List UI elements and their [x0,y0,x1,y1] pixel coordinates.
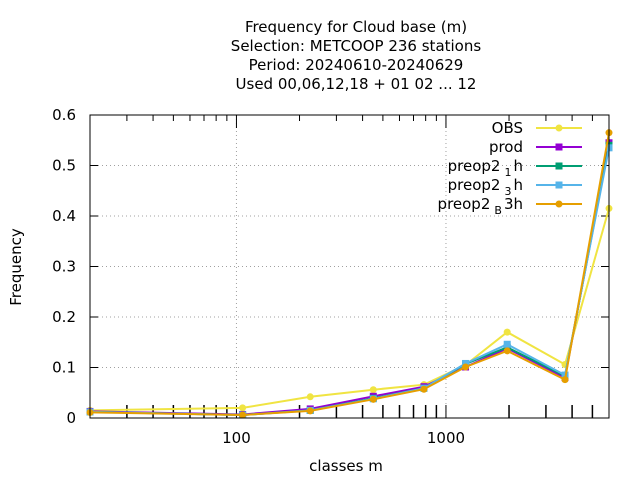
x-axis-label: classes m [309,457,383,475]
legend-suffix: h [513,157,523,175]
legend-marker [555,143,563,151]
data-point [306,407,314,415]
data-point [503,347,511,355]
series-line [89,208,610,412]
y-tick-label: 0 [66,409,76,427]
y-axis-label: Frequency [7,228,25,306]
data-point [239,404,247,412]
series [86,129,613,419]
data-point [369,395,377,403]
chart-title: Frequency for Cloud base (m)Selection: M… [231,18,482,93]
title-line-2: Selection: METCOOP 236 stations [231,37,482,55]
title-line-1: Frequency for Cloud base (m) [245,18,467,36]
y-tick-label: 0.4 [52,207,76,225]
legend-label: preop2 3 h [448,176,523,198]
data-point [561,376,569,384]
legend-marker [555,162,563,170]
series-0 [86,204,613,414]
legend-label: prod [489,138,523,156]
ticks: 0 0.1 0.2 0.3 0.4 0.5 0.6 100 1000 [52,106,609,447]
series-2 [86,141,613,419]
series-4 [86,129,613,419]
title-line-4: Used 00,06,12,18 + 01 02 ... 12 [236,75,477,93]
legend-name: OBS [492,119,523,137]
legend-name: prod [489,138,523,156]
legend-subscript: 3 [504,185,511,198]
grid [90,115,609,418]
legend-suffix: 3h [504,195,523,213]
title-line-3: Period: 20240610-20240629 [249,56,464,74]
series-line [89,132,610,417]
legend-name: preop2 [448,157,501,175]
legend-subscript: B [494,204,502,217]
legend-name: preop2 [438,195,491,213]
x-tick-label: 100 [222,429,251,447]
series-3 [86,144,613,419]
data-point [239,411,247,419]
y-tick-label: 0.1 [52,359,76,377]
data-point [462,359,470,367]
legend-subscript: 1 [504,166,511,179]
data-point [420,385,428,393]
data-point [503,340,511,348]
legend-marker [555,124,563,132]
series-line [89,147,610,417]
data-point [462,363,470,371]
legend-suffix: h [513,176,523,194]
series-line [89,142,610,416]
data-point [503,328,511,336]
series-1 [86,139,613,418]
y-tick-label: 0.3 [52,258,76,276]
y-tick-label: 0.6 [52,106,76,124]
legend-marker [555,181,563,189]
plot-frame [89,114,610,419]
y-tick-label: 0.5 [52,157,76,175]
series-line [89,145,610,417]
data-point [369,386,377,394]
legend-label: OBS [492,119,523,137]
x-tick-label: 1000 [427,429,465,447]
legend-marker [555,200,563,208]
legend-label: preop2 B 3h [438,195,523,217]
legend-name: preop2 [448,176,501,194]
legend-label: preop2 1 h [448,157,523,179]
data-point [306,393,314,401]
y-tick-label: 0.2 [52,308,76,326]
